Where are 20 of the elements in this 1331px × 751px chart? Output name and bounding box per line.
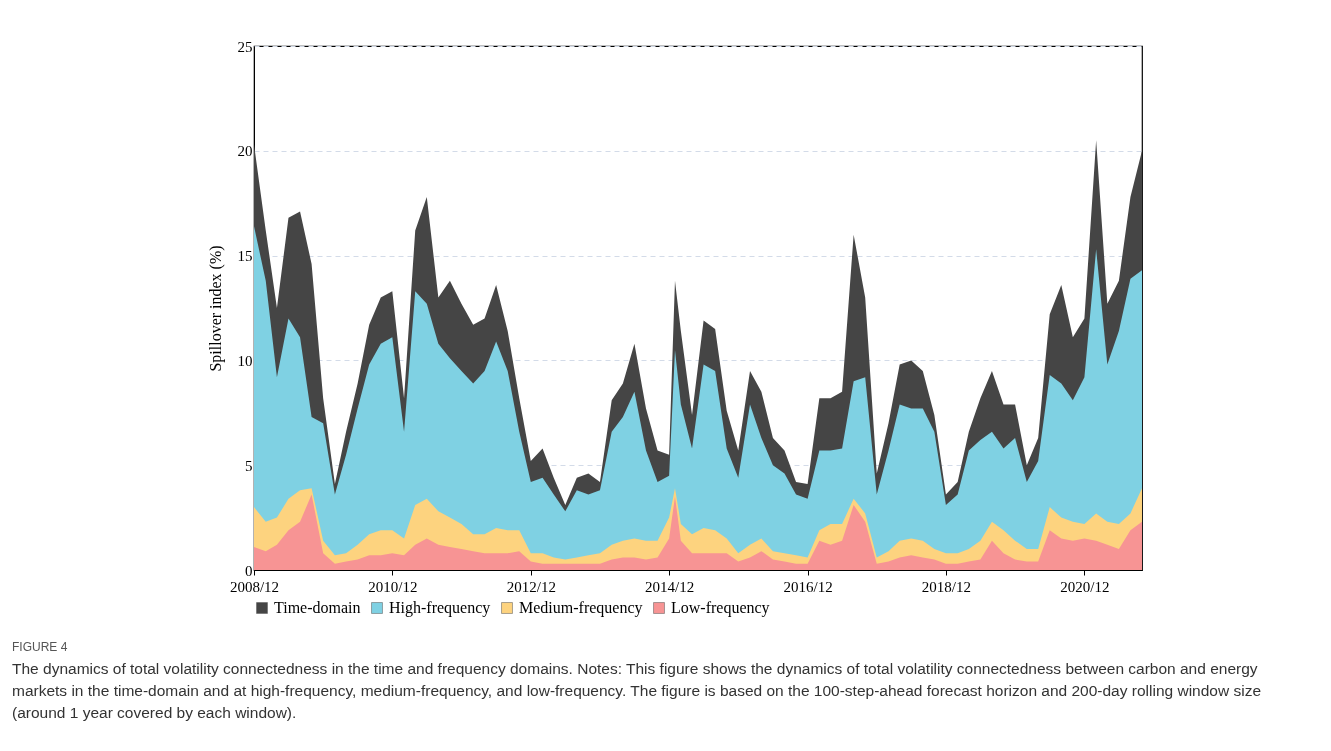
x-tick-label: 2010/12	[368, 578, 418, 595]
y-tick-label: 15	[237, 248, 253, 265]
y-tick-label: 25	[237, 38, 253, 55]
y-tick-label: 10	[237, 352, 253, 369]
x-tick-label: 2016/12	[783, 578, 833, 595]
x-tick-label: 2012/12	[506, 578, 556, 595]
caption: FIGURE 4	[12, 640, 69, 654]
legend-label: High-frequency	[389, 599, 491, 617]
x-tick-label: 2014/12	[645, 578, 695, 595]
legend-label: Low-frequency	[671, 599, 770, 617]
legend-label: Time-domain	[274, 599, 361, 616]
y-tick-label: 0	[245, 562, 253, 579]
x-tick-label: 2018/12	[921, 578, 971, 595]
x-tick-label: 2020/12	[1060, 578, 1110, 595]
text: The dynamics of total volatility connectedness in the time and frequency domains. Notes: This figure shows the dynamics of total volatility connectedness between carbon and energy markets in the time-domain and at high-frequency, medium-frequency, and low-frequency. The figure is based on the 100-step-ahead forecast horizon and 200-day rolling window size (around 1 year covered by each window).	[12, 659, 1262, 723]
y-tick-label: 5	[245, 457, 253, 474]
legend-label: Medium-frequency	[519, 599, 643, 617]
y-axis-title: Spillover index (%)	[206, 245, 225, 372]
y-tick-label: 20	[237, 143, 253, 160]
x-tick-label: 2008/12	[229, 578, 280, 595]
